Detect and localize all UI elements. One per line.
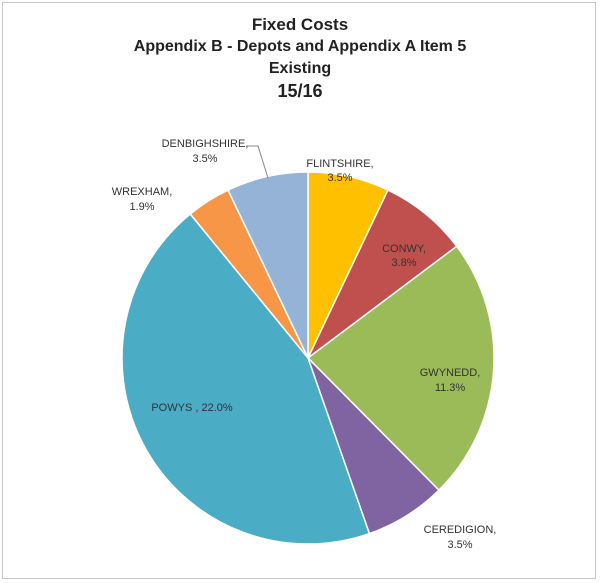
chart-title-line-1: Fixed Costs <box>251 15 349 34</box>
pie-slices <box>121 171 495 545</box>
slice-label-powys: POWYS , 22.0% <box>151 402 233 414</box>
slice-value-conwy: 3.8% <box>391 257 416 269</box>
slice-label-ceredigion: CEREDIGION, <box>424 524 497 536</box>
pie-slice-denbighshire <box>227 171 309 359</box>
slice-label-denbighshire: DENBIGHSHIRE, <box>162 138 249 150</box>
slice-value-denbighshire: 3.5% <box>192 153 217 165</box>
chart-title: Fixed Costs Appendix B - Depots and Appe… <box>0 14 600 102</box>
slice-value-flintshire: 3.5% <box>327 172 352 184</box>
slice-value-gwynedd: 11.3% <box>435 382 466 394</box>
leader-line-denbighshire <box>246 145 269 179</box>
pie-labels: FLINTSHIRE, 3.5% CONWY, 3.8% GWYNEDD, 11.3% CE… <box>112 138 497 551</box>
chart-title-line-4: 15/16 <box>277 81 323 101</box>
pie-slice-gwynedd <box>306 245 495 492</box>
slice-value-wrexham: 1.9% <box>129 201 154 213</box>
slice-value-ceredigion: 3.5% <box>447 539 472 551</box>
slice-label-flintshire: FLINTSHIRE, <box>306 158 373 170</box>
slice-label-conwy: CONWY, <box>382 243 426 255</box>
slice-label-wrexham: WREXHAM, <box>112 186 173 198</box>
chart-title-line-2: Appendix B - Depots and Appendix A Item … <box>133 38 467 55</box>
chart-title-line-3: Existing <box>268 60 332 77</box>
pie-slice-powys <box>121 212 371 545</box>
slice-label-gwynedd: GWYNEDD, <box>420 367 481 379</box>
